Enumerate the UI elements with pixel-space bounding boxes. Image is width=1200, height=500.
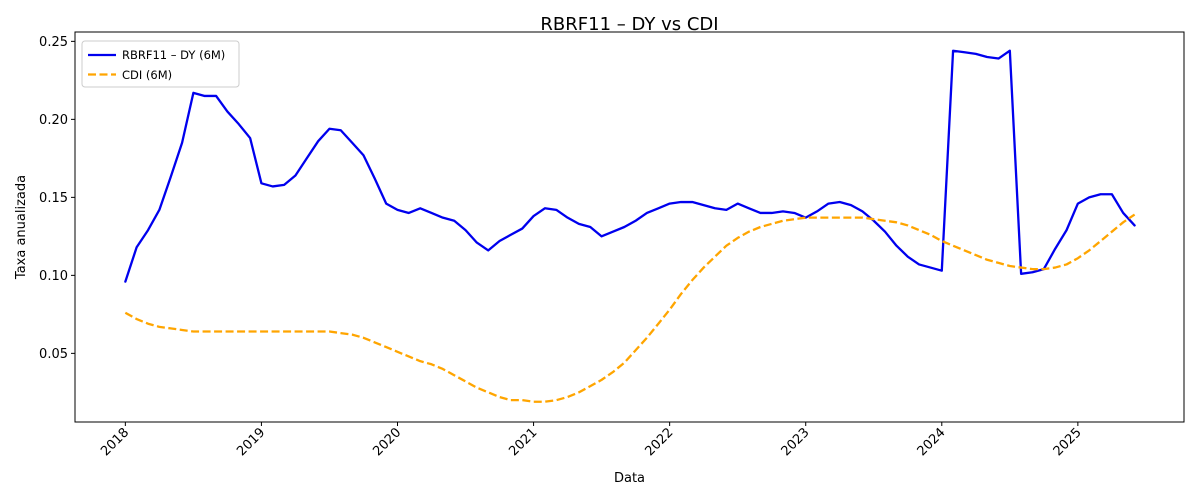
plot-frame bbox=[74, 31, 1185, 423]
y-axis: 0.05 0.10 0.15 0.20 0.25 bbox=[39, 35, 75, 362]
x-axis-label: Data bbox=[614, 471, 645, 486]
legend-frame bbox=[81, 40, 240, 88]
plot-content bbox=[124, 49, 1136, 403]
chart-title: RBRF11 – DY vs CDI bbox=[540, 14, 718, 35]
series-line-dy bbox=[124, 49, 1136, 283]
legend: RBRF11 – DY (6M) CDI (6M) bbox=[81, 40, 240, 88]
y-tick-label: 0.15 bbox=[39, 191, 68, 206]
legend-label-dy: RBRF11 – DY (6M) bbox=[122, 48, 225, 62]
series-line-cdi bbox=[124, 213, 1136, 403]
legend-label-cdi: CDI (6M) bbox=[122, 68, 172, 82]
y-tick-label: 0.25 bbox=[39, 35, 68, 50]
y-tick-label: 0.05 bbox=[39, 347, 68, 362]
y-tick-label: 0.20 bbox=[39, 113, 68, 128]
y-axis-label: Taxa anualizada bbox=[14, 175, 29, 280]
y-tick-label: 0.10 bbox=[39, 269, 68, 284]
